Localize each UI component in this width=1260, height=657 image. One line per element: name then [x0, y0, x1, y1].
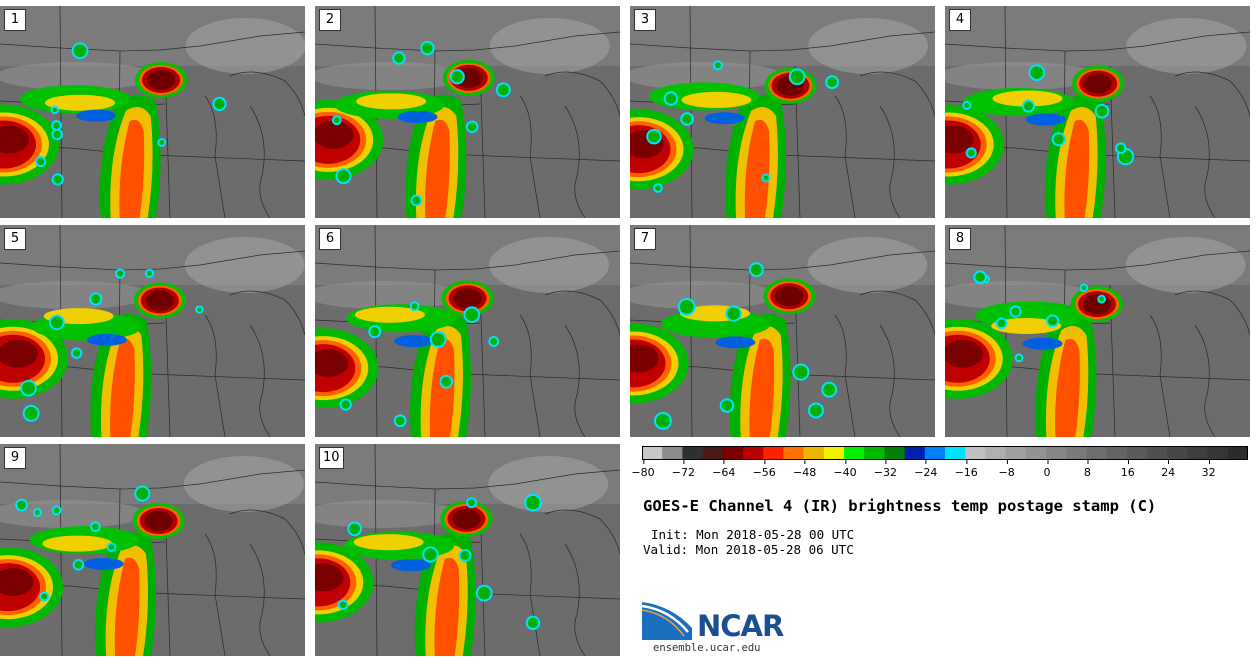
- ir-satellite-map: [0, 444, 305, 656]
- panel-number-label: 4: [949, 9, 971, 31]
- postage-stamp-panel: 4: [945, 6, 1250, 218]
- ir-satellite-map: [315, 444, 620, 656]
- colorbar-bin: [1025, 446, 1047, 460]
- colorbar-bin: [1066, 446, 1087, 460]
- ir-satellite-map: [630, 6, 935, 218]
- colorbar-ticks: −80 −72 −64 −56 −48 −40 −32 −24 −16 −8 0 8 16 24 32: [631, 460, 1248, 480]
- colorbar-bin: [1046, 446, 1067, 460]
- colorbar-bin: [1106, 446, 1128, 460]
- postage-stamp-panel: 2: [315, 6, 620, 218]
- panel-number-label: 8: [949, 228, 971, 250]
- colorbar: [642, 446, 1248, 460]
- colorbar-bin: [662, 446, 683, 460]
- colorbar-bin: [1207, 446, 1229, 460]
- panel-number-label: 6: [319, 228, 341, 250]
- colorbar-bin: [1147, 446, 1168, 460]
- postage-stamp-panel: 8: [945, 225, 1250, 437]
- ir-satellite-map: [0, 225, 305, 437]
- ir-satellite-map: [315, 225, 620, 437]
- colorbar-bin: [1086, 446, 1108, 460]
- colorbar-bin: [743, 446, 764, 460]
- logo-url: ensemble.ucar.edu: [653, 642, 761, 654]
- ncar-logo-text: NCAR: [697, 609, 784, 643]
- colorbar-bin: [965, 446, 986, 460]
- colorbar-bin: [844, 446, 865, 460]
- postage-stamp-panel: 3: [630, 6, 935, 218]
- colorbar-tick-label: 32: [1201, 460, 1216, 479]
- colorbar-bin: [1167, 446, 1188, 460]
- postage-stamp-panel: 7: [630, 225, 935, 437]
- colorbar-tick-label: −48: [792, 460, 817, 479]
- ir-satellite-map: [315, 6, 620, 218]
- colorbar-tick-label: −8: [998, 460, 1015, 479]
- valid-time: Valid: Mon 2018-05-28 06 UTC: [643, 542, 854, 557]
- colorbar-bin: [783, 446, 805, 460]
- colorbar-bin: [823, 446, 845, 460]
- panel-number-label: 2: [319, 9, 341, 31]
- colorbar-bin: [682, 446, 704, 460]
- panel-number-label: 5: [4, 228, 26, 250]
- panel-number-label: 1: [4, 9, 26, 31]
- colorbar-bin: [904, 446, 926, 460]
- colorbar-tick-label: 16: [1120, 460, 1135, 479]
- colorbar-tick-label: −40: [833, 460, 857, 479]
- colorbar-tick-label: −24: [914, 460, 938, 479]
- postage-stamp-panel: 5: [0, 225, 305, 437]
- colorbar-bin: [864, 446, 885, 460]
- colorbar-tick-label: −64: [712, 460, 736, 479]
- postage-stamp-panel: 6: [315, 225, 620, 437]
- figure-title: GOES-E Channel 4 (IR) brightness temp po…: [643, 497, 1157, 515]
- ir-satellite-map: [945, 6, 1250, 218]
- colorbar-bin: [702, 446, 724, 460]
- colorbar-tick-label: 0: [1043, 460, 1051, 479]
- colorbar-tick-label: −16: [954, 460, 978, 479]
- colorbar-tick-label: −56: [752, 460, 776, 479]
- panel-number-label: 3: [634, 9, 656, 31]
- colorbar-tick-label: −80: [631, 460, 655, 479]
- colorbar-bin: [722, 446, 744, 460]
- ir-satellite-map: [0, 6, 305, 218]
- colorbar-bin: [763, 446, 784, 460]
- panel-number-label: 9: [4, 447, 26, 469]
- colorbar-bin: [985, 446, 1007, 460]
- colorbar-tick-label: 8: [1083, 460, 1091, 479]
- ir-satellite-map: [630, 225, 935, 437]
- colorbar-bin: [1126, 446, 1148, 460]
- colorbar-bin: [1187, 446, 1209, 460]
- panel-number-label: 7: [634, 228, 656, 250]
- ir-satellite-map: [945, 225, 1250, 437]
- colorbar-tick-label: 24: [1161, 460, 1176, 479]
- colorbar-bin: [924, 446, 946, 460]
- colorbar-bin: [945, 446, 966, 460]
- ncar-logo-icon: [642, 602, 692, 640]
- colorbar-bin: [803, 446, 825, 460]
- colorbar-bin: [642, 446, 663, 460]
- panel-number-label: 10: [319, 447, 344, 469]
- postage-stamp-panel: 1: [0, 6, 305, 218]
- init-time: Init: Mon 2018-05-28 00 UTC: [651, 527, 855, 542]
- colorbar-bin: [1005, 446, 1027, 460]
- postage-stamp-panel: 10: [315, 444, 620, 656]
- postage-stamp-panel: 9: [0, 444, 305, 656]
- colorbar-bin: [1227, 446, 1248, 460]
- colorbar-tick-label: −32: [873, 460, 897, 479]
- colorbar-tick-label: −72: [671, 460, 695, 479]
- colorbar-bin: [884, 446, 906, 460]
